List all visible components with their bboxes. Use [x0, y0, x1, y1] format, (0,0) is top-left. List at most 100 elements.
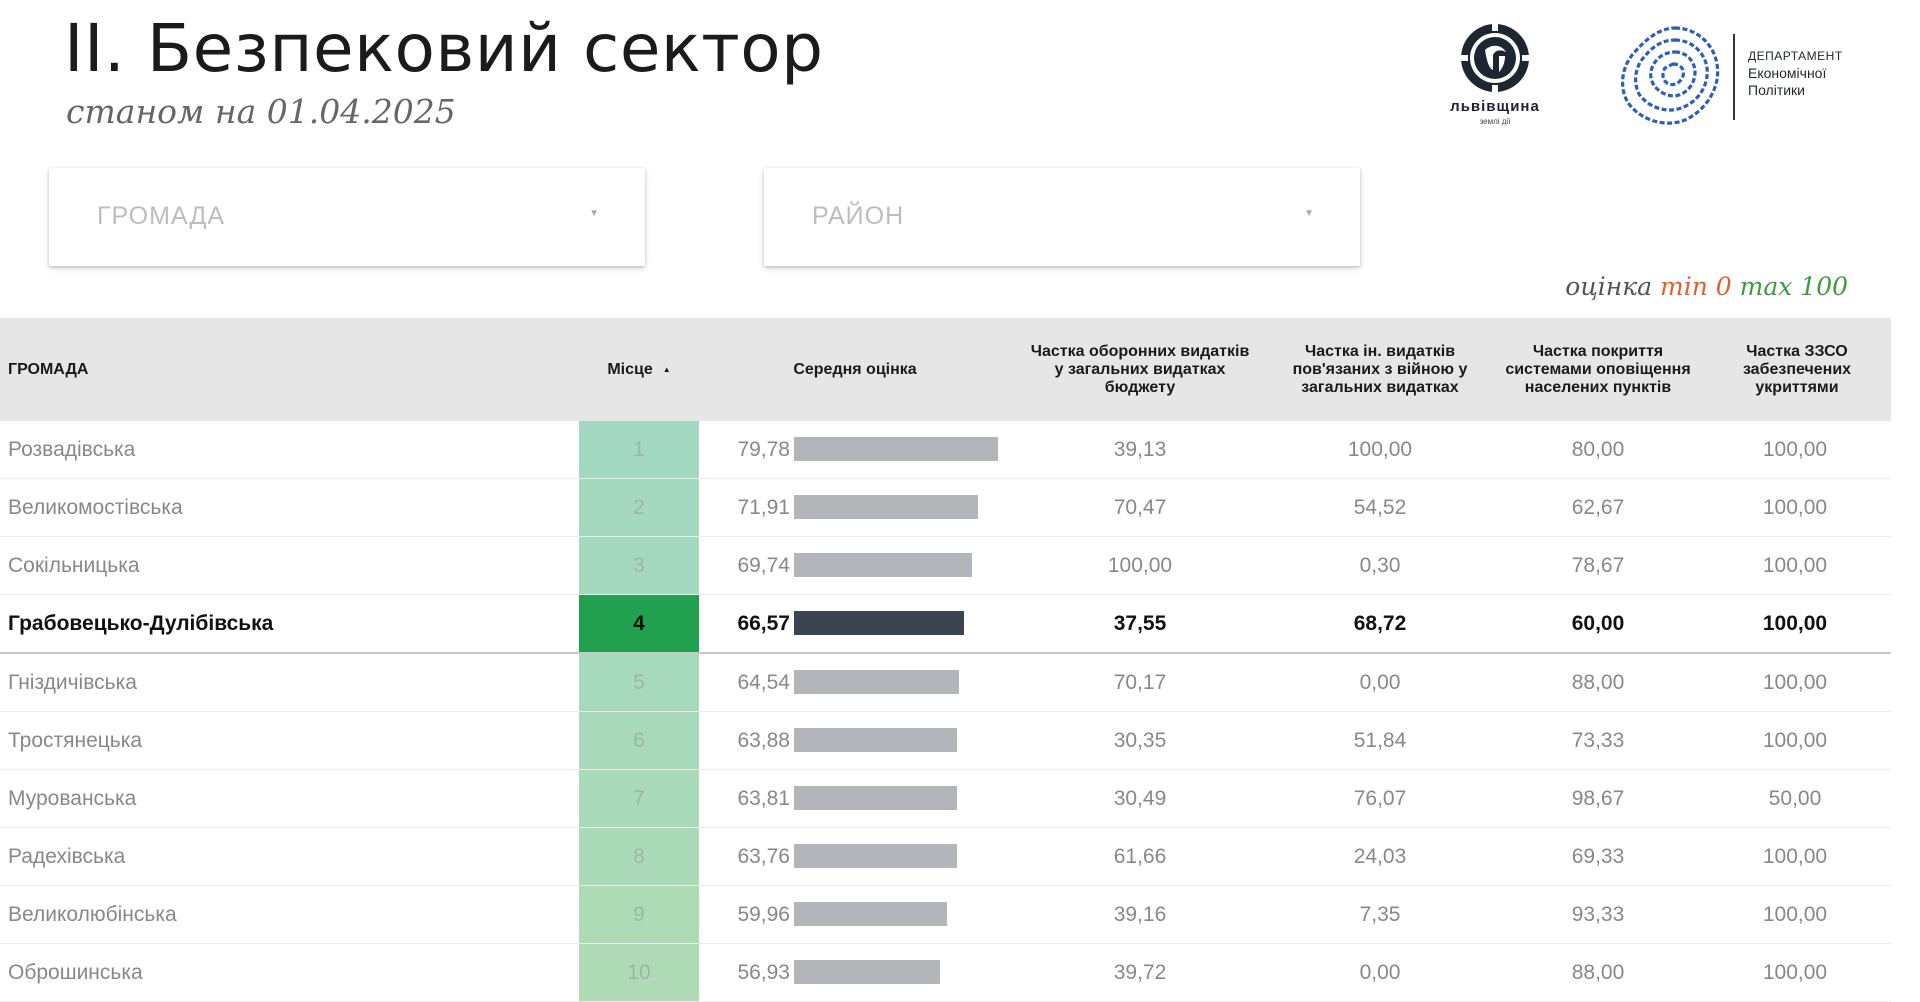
- raion-filter-placeholder: РАЙОН: [812, 202, 905, 230]
- row-defense-share: 70,17: [1113, 670, 1167, 694]
- hromada-filter-dropdown[interactable]: ГРОМАДА ▼: [49, 168, 645, 266]
- row-average-value: 59,96: [737, 902, 790, 926]
- row-shelters-share: 100,00: [1762, 902, 1828, 926]
- row-average-value: 66,57: [737, 611, 790, 635]
- table-row[interactable]: Оброшинська 10 56,93 39,72 0,00 88,00 100,00: [0, 944, 1891, 1002]
- row-shelters-share: 50,00: [1768, 786, 1822, 810]
- row-defense-share: 70,47: [1113, 495, 1167, 519]
- row-shelters-share: 100,00: [1762, 553, 1828, 577]
- table-row[interactable]: Мурованська 7 63,81 30,49 76,07 98,67 50,00: [0, 770, 1891, 828]
- page-subtitle: станом на 01.04.2025: [66, 92, 456, 131]
- row-average-bar: [794, 670, 959, 694]
- header-hromada[interactable]: ГРОМАДА: [8, 360, 89, 378]
- row-rank: 10: [579, 944, 699, 1001]
- row-war-expenses-share: 51,84: [1353, 728, 1407, 752]
- row-hromada-name: Розвадівська: [8, 437, 136, 461]
- table-row[interactable]: Гніздичівська 5 64,54 70,17 0,00 88,00 100,00: [0, 654, 1891, 712]
- row-average-bar: [794, 553, 972, 577]
- sort-ascending-icon: ▲: [662, 364, 671, 374]
- row-average-value: 63,76: [737, 844, 790, 868]
- row-war-expenses-share: 0,30: [1359, 553, 1401, 577]
- row-rank: 9: [579, 886, 699, 943]
- row-rank: 1: [579, 421, 699, 478]
- header-war-expenses-share[interactable]: Частка ін. видатків пов'язаних з війною …: [1292, 342, 1468, 396]
- header-shelters-share[interactable]: Частка ЗЗСО забезпечених укриттями: [1742, 342, 1852, 396]
- row-hromada-name: Великолюбінська: [8, 902, 177, 926]
- row-rank: 6: [579, 712, 699, 769]
- row-hromada-name: Мурованська: [8, 786, 137, 810]
- row-hromada-name: Тростянецька: [8, 728, 143, 752]
- row-war-expenses-share: 54,52: [1353, 495, 1407, 519]
- row-war-expenses-share: 0,00: [1359, 670, 1401, 694]
- row-average-value: 64,54: [737, 670, 790, 694]
- table-header: ГРОМАДА Місце ▲ Середня оцінка Частка об…: [0, 318, 1891, 421]
- row-defense-share: 30,35: [1113, 728, 1167, 752]
- row-defense-share: 37,55: [1113, 611, 1167, 635]
- row-alert-coverage: 69,33: [1571, 844, 1625, 868]
- row-alert-coverage: 88,00: [1571, 670, 1625, 694]
- row-defense-share: 39,72: [1113, 960, 1167, 984]
- row-hromada-name: Великомостівська: [8, 495, 183, 519]
- row-rank: 2: [579, 479, 699, 536]
- row-average-value: 63,81: [737, 786, 790, 810]
- department-emblem-icon: [1621, 26, 1720, 125]
- row-average-value: 69,74: [737, 553, 790, 577]
- row-hromada-name: Оброшинська: [8, 960, 143, 984]
- row-war-expenses-share: 100,00: [1347, 437, 1413, 461]
- row-average-bar: [794, 495, 978, 519]
- table-row[interactable]: Грабовецько-Дулібівська 4 66,57 37,55 68,72 6…: [0, 595, 1891, 654]
- row-shelters-share: 100,00: [1762, 844, 1828, 868]
- table-row[interactable]: Великолюбінська 9 59,96 39,16 7,35 93,33 100,0…: [0, 886, 1891, 944]
- row-average-value: 71,91: [737, 495, 790, 519]
- row-shelters-share: 100,00: [1762, 495, 1828, 519]
- header-average[interactable]: Середня оцінка: [793, 360, 917, 378]
- table-row[interactable]: Розвадівська 1 79,78 39,13 100,00 80,00 100,00: [0, 421, 1891, 479]
- row-rank: 7: [579, 770, 699, 827]
- row-average-bar: [794, 960, 940, 984]
- legend-max: max 100: [1739, 272, 1848, 301]
- table-row[interactable]: Великомостівська 2 71,91 70,47 54,52 62,67 100…: [0, 479, 1891, 537]
- row-rank: 3: [579, 537, 699, 594]
- table-body: Розвадівська 1 79,78 39,13 100,00 80,00 100,00…: [0, 421, 1891, 1002]
- row-defense-share: 61,66: [1113, 844, 1167, 868]
- department-logo: ДЕПАРТАМЕНТ Економічної Політики: [1615, 20, 1865, 132]
- header-rank-label: Місце: [607, 360, 653, 378]
- row-average-bar: [794, 844, 957, 868]
- row-rank: 8: [579, 828, 699, 885]
- row-war-expenses-share: 0,00: [1359, 960, 1401, 984]
- header-defense-share[interactable]: Частка оборонних видатків у загальних ви…: [1030, 342, 1250, 396]
- row-alert-coverage: 93,33: [1571, 902, 1625, 926]
- row-hromada-name: Грабовецько-Дулібівська: [8, 611, 274, 635]
- lvivshchyna-logo: львівщина землі дії: [1432, 20, 1562, 140]
- chevron-down-icon: ▼: [589, 208, 599, 219]
- legend-label: оцінка: [1565, 272, 1653, 301]
- table-row[interactable]: Сокільницька 3 69,74 100,00 0,30 78,67 100,00: [0, 537, 1891, 595]
- row-alert-coverage: 80,00: [1571, 437, 1625, 461]
- row-war-expenses-share: 68,72: [1353, 611, 1407, 635]
- row-alert-coverage: 98,67: [1571, 786, 1625, 810]
- row-defense-share: 30,49: [1113, 786, 1167, 810]
- table-row[interactable]: Тростянецька 6 63,88 30,35 51,84 73,33 100,00: [0, 712, 1891, 770]
- chevron-down-icon: ▼: [1304, 208, 1314, 219]
- row-alert-coverage: 73,33: [1571, 728, 1625, 752]
- row-average-value: 56,93: [737, 960, 790, 984]
- row-hromada-name: Сокільницька: [8, 553, 140, 577]
- row-shelters-share: 100,00: [1762, 437, 1828, 461]
- row-war-expenses-share: 24,03: [1353, 844, 1407, 868]
- legend-min: min 0: [1660, 272, 1732, 301]
- row-shelters-share: 100,00: [1762, 728, 1828, 752]
- raion-filter-dropdown[interactable]: РАЙОН ▼: [764, 168, 1360, 266]
- header-rank[interactable]: Місце ▲: [579, 318, 699, 421]
- row-defense-share: 100,00: [1107, 553, 1173, 577]
- row-hromada-name: Радехівська: [8, 844, 126, 868]
- row-average-value: 79,78: [737, 437, 790, 461]
- hromada-filter-placeholder: ГРОМАДА: [97, 202, 226, 230]
- table-row[interactable]: Радехівська 8 63,76 61,66 24,03 69,33 100,00: [0, 828, 1891, 886]
- row-defense-share: 39,13: [1113, 437, 1167, 461]
- row-alert-coverage: 62,67: [1571, 495, 1625, 519]
- row-war-expenses-share: 76,07: [1353, 786, 1407, 810]
- ranking-table: ГРОМАДА Місце ▲ Середня оцінка Частка об…: [0, 318, 1891, 1002]
- header-alert-coverage[interactable]: Частка покриття системами оповіщення нас…: [1505, 342, 1691, 396]
- score-legend: оцінка min 0 max 100: [1565, 272, 1848, 301]
- row-average-value: 63,88: [737, 728, 790, 752]
